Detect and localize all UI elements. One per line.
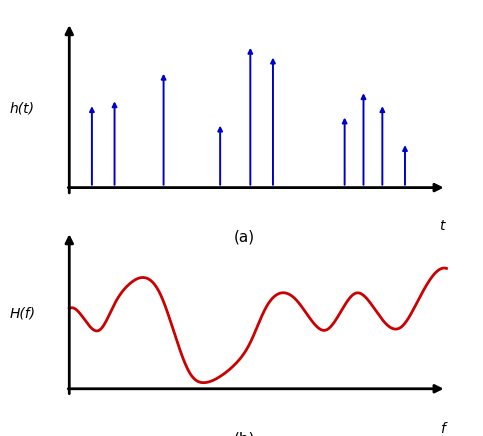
- Text: (a): (a): [234, 230, 255, 245]
- Text: t: t: [440, 219, 445, 233]
- Text: (b): (b): [233, 432, 255, 436]
- Text: h(t): h(t): [10, 102, 35, 116]
- Text: H(f): H(f): [9, 307, 35, 321]
- Text: f: f: [440, 422, 444, 436]
